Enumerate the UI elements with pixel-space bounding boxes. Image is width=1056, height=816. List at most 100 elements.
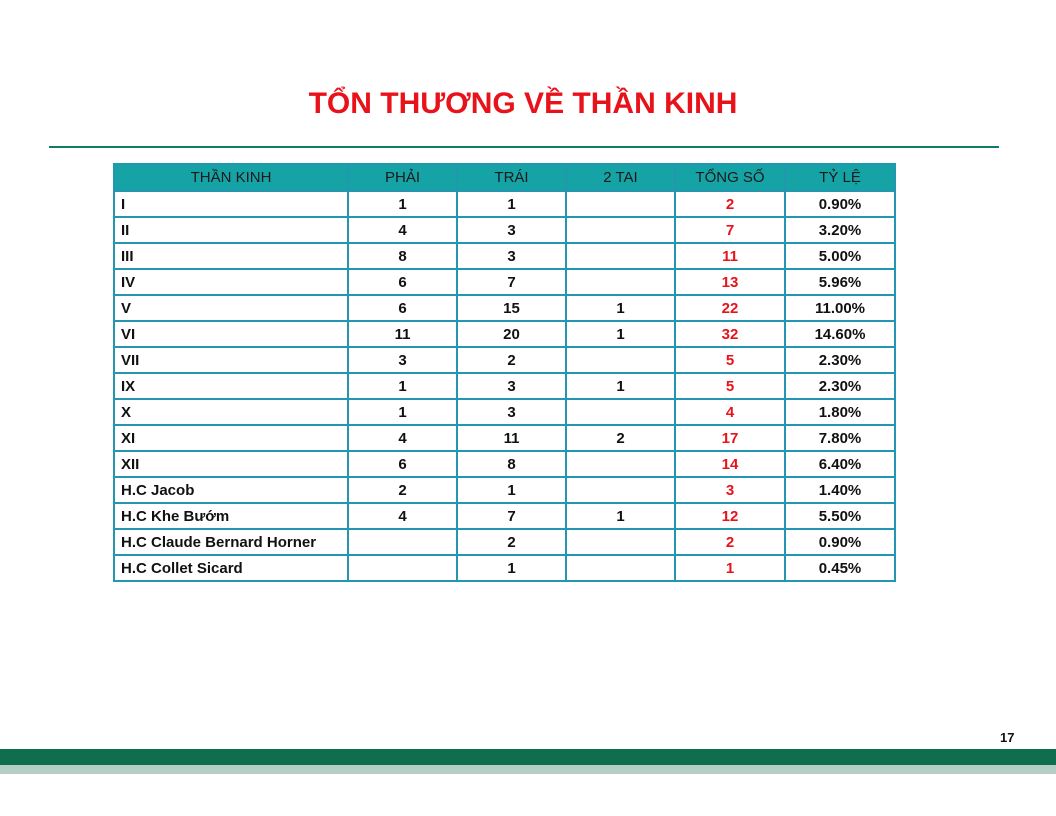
cell-2-tai (565, 216, 676, 244)
header-trai: TRÁI (456, 163, 567, 192)
cell-trai: 3 (456, 216, 567, 244)
cell-tong-so: 5 (674, 372, 786, 400)
cell-2-tai (565, 554, 676, 582)
cell-phai: 3 (347, 346, 458, 374)
cell-2-tai: 1 (565, 502, 676, 530)
cell-2-tai (565, 450, 676, 478)
cell-nerve-name: H.C Khe Bướm (113, 502, 349, 530)
cell-nerve-name: V (113, 294, 349, 322)
cell-phai: 4 (347, 502, 458, 530)
table-row: H.C Jacob 2 1 3 1.40% (113, 476, 896, 504)
cell-ty-le: 0.90% (784, 528, 896, 556)
cell-ty-le: 5.00% (784, 242, 896, 270)
cell-tong-so: 5 (674, 346, 786, 374)
table-row: H.C Khe Bướm 4 7 1 12 5.50% (113, 502, 896, 530)
cell-ty-le: 14.60% (784, 320, 896, 348)
cell-phai: 1 (347, 372, 458, 400)
header-2-tai: 2 TAI (565, 163, 676, 192)
cell-2-tai (565, 190, 676, 218)
cell-2-tai (565, 476, 676, 504)
cell-2-tai (565, 346, 676, 374)
cell-nerve-name: III (113, 242, 349, 270)
cell-nerve-name: VII (113, 346, 349, 374)
cell-ty-le: 1.40% (784, 476, 896, 504)
table-row: I 1 1 2 0.90% (113, 190, 896, 218)
cell-tong-so: 17 (674, 424, 786, 452)
page-title: TỔN THƯƠNG VỀ THẦN KINH (308, 87, 738, 120)
cell-2-tai: 1 (565, 294, 676, 322)
cell-trai: 7 (456, 268, 567, 296)
cell-trai: 2 (456, 528, 567, 556)
cell-phai: 6 (347, 294, 458, 322)
table-row: XI 4 11 2 17 7.80% (113, 424, 896, 452)
cell-trai: 1 (456, 554, 567, 582)
cell-tong-so: 32 (674, 320, 786, 348)
cell-phai (347, 528, 458, 556)
cell-2-tai (565, 268, 676, 296)
cell-nerve-name: IV (113, 268, 349, 296)
cell-2-tai (565, 242, 676, 270)
cell-trai: 1 (456, 190, 567, 218)
cell-nerve-name: VI (113, 320, 349, 348)
cell-phai: 6 (347, 450, 458, 478)
cell-tong-so: 22 (674, 294, 786, 322)
cell-ty-le: 2.30% (784, 346, 896, 374)
cell-phai: 1 (347, 190, 458, 218)
header-tong-so: TỔNG SỐ (674, 163, 786, 192)
table-row: VII 3 2 5 2.30% (113, 346, 896, 374)
header-phai: PHẢI (347, 163, 458, 192)
cell-nerve-name: XI (113, 424, 349, 452)
table-row: V 6 15 1 22 11.00% (113, 294, 896, 322)
cell-tong-so: 4 (674, 398, 786, 426)
cell-nerve-name: X (113, 398, 349, 426)
table-row: VI 11 20 1 32 14.60% (113, 320, 896, 348)
table-row: H.C Claude Bernard Horner 2 2 0.90% (113, 528, 896, 556)
cell-ty-le: 5.96% (784, 268, 896, 296)
cell-2-tai: 1 (565, 320, 676, 348)
cell-2-tai (565, 398, 676, 426)
cell-tong-so: 11 (674, 242, 786, 270)
cell-ty-le: 0.90% (784, 190, 896, 218)
cell-phai (347, 554, 458, 582)
cell-trai: 11 (456, 424, 567, 452)
cell-nerve-name: I (113, 190, 349, 218)
cell-trai: 15 (456, 294, 567, 322)
cell-trai: 20 (456, 320, 567, 348)
cell-2-tai: 1 (565, 372, 676, 400)
cell-ty-le: 0.45% (784, 554, 896, 582)
cell-ty-le: 6.40% (784, 450, 896, 478)
cell-phai: 4 (347, 424, 458, 452)
cell-trai: 7 (456, 502, 567, 530)
cell-tong-so: 2 (674, 528, 786, 556)
footer-band-dark (0, 749, 1056, 765)
cell-nerve-name: H.C Claude Bernard Horner (113, 528, 349, 556)
cell-tong-so: 7 (674, 216, 786, 244)
table-header-row: THẦN KINH PHẢI TRÁI 2 TAI TỔNG SỐ TỶ LỆ (113, 163, 896, 192)
cell-phai: 8 (347, 242, 458, 270)
footer-band-light (0, 765, 1056, 774)
cell-trai: 3 (456, 242, 567, 270)
title-divider (49, 146, 999, 148)
cell-nerve-name: II (113, 216, 349, 244)
cell-phai: 4 (347, 216, 458, 244)
cell-ty-le: 5.50% (784, 502, 896, 530)
cell-tong-so: 14 (674, 450, 786, 478)
cell-tong-so: 12 (674, 502, 786, 530)
cell-2-tai: 2 (565, 424, 676, 452)
cell-nerve-name: IX (113, 372, 349, 400)
header-ty-le: TỶ LỆ (784, 163, 896, 192)
table-row: XII 6 8 14 6.40% (113, 450, 896, 478)
page-number: 17 (1000, 730, 1015, 745)
cell-ty-le: 11.00% (784, 294, 896, 322)
cell-nerve-name: H.C Jacob (113, 476, 349, 504)
cell-ty-le: 7.80% (784, 424, 896, 452)
table-row: II 4 3 7 3.20% (113, 216, 896, 244)
cell-trai: 1 (456, 476, 567, 504)
cell-ty-le: 3.20% (784, 216, 896, 244)
cell-phai: 2 (347, 476, 458, 504)
nerve-lesion-table: THẦN KINH PHẢI TRÁI 2 TAI TỔNG SỐ TỶ LỆ … (113, 163, 896, 582)
cell-phai: 11 (347, 320, 458, 348)
cell-trai: 2 (456, 346, 567, 374)
cell-tong-so: 2 (674, 190, 786, 218)
table-row: X 1 3 4 1.80% (113, 398, 896, 426)
